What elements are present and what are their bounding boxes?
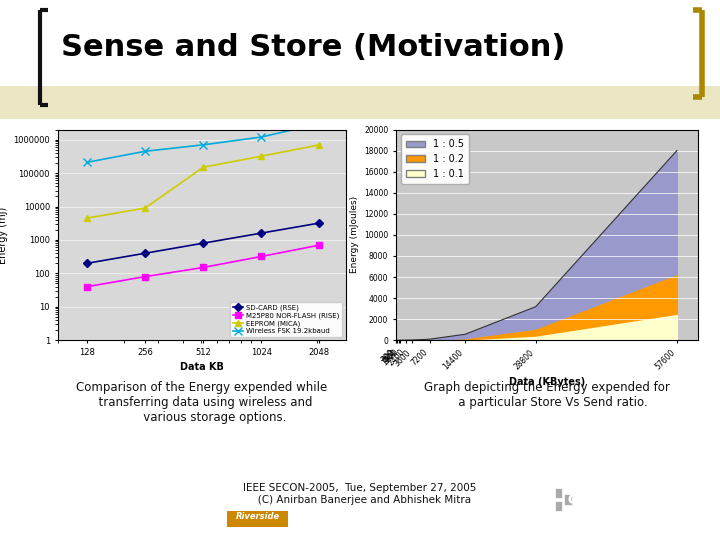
Legend: 1 : 0.5, 1 : 0.2, 1 : 0.1: 1 : 0.5, 1 : 0.2, 1 : 0.1 [401,134,469,184]
Text: CSE: CSE [558,492,598,507]
M25P80 NOR-FLASH (RISE) [83,284,91,290]
Text: Riverside: Riverside [235,512,279,521]
M25P80 NOR-FLASH (RISE) [257,253,266,260]
X-axis label: Data (KBytes): Data (KBytes) [509,377,585,387]
Line: M25P80 NOR-FLASH (RISE): M25P80 NOR-FLASH (RISE) [84,242,322,289]
Wireless FSK 19.2kbaud [257,134,266,140]
Bar [554,501,562,511]
SD-CARD (RSE) [83,260,91,267]
Wireless FSK 19.2kbaud [199,141,207,148]
EEPROM (MICA) [257,153,266,159]
Bar [554,488,562,498]
EEPROM (MICA) [199,164,207,171]
M25P80 NOR-FLASH (RISE) [315,242,324,248]
Legend: SD-CARD (RSE), M25P80 NOR-FLASH (RISE), EEPROM (MICA), Wireless FSK 19.2kbaud: SD-CARD (RSE), M25P80 NOR-FLASH (RISE), … [230,301,342,337]
Text: UNIVERSITY of
CALIFORNIA: UNIVERSITY of CALIFORNIA [232,482,283,493]
Y-axis label: Energy (mJ): Energy (mJ) [0,206,8,264]
SD-CARD (RSE) [141,250,150,256]
Bar [0,85,720,119]
EEPROM (MICA) [83,215,91,221]
Line: SD-CARD (RSE): SD-CARD (RSE) [84,220,322,266]
SD-CARD (RSE) [199,240,207,246]
SD-CARD (RSE) [257,230,266,237]
Wireless FSK 19.2kbaud [141,148,150,154]
Text: Graph depicting the Energy expended for
   a particular Store Vs Send ratio.: Graph depicting the Energy expended for … [424,381,670,409]
X-axis label: Data KB: Data KB [180,362,223,373]
Text: Sense and Store (Motivation): Sense and Store (Motivation) [61,33,566,62]
Line: Wireless FSK 19.2kbaud: Wireless FSK 19.2kbaud [83,119,323,166]
SD-CARD (RSE) [315,220,324,226]
Wireless FSK 19.2kbaud [83,159,91,166]
M25P80 NOR-FLASH (RISE) [199,264,207,271]
Bar [227,511,288,526]
EEPROM (MICA) [141,205,150,211]
Bar [564,494,572,505]
Y-axis label: Energy (mJoules): Energy (mJoules) [349,197,359,273]
Text: Comparison of the Energy expended while
  transferring data using wireless and
 : Comparison of the Energy expended while … [76,381,327,424]
EEPROM (MICA) [315,141,324,148]
Line: EEPROM (MICA): EEPROM (MICA) [84,141,323,221]
Wireless FSK 19.2kbaud [315,120,324,127]
M25P80 NOR-FLASH (RISE) [141,273,150,280]
Text: IEEE SECON-2005,  Tue, September 27, 2005
   (C) Anirban Banerjee and Abhishek M: IEEE SECON-2005, Tue, September 27, 2005… [243,483,477,505]
